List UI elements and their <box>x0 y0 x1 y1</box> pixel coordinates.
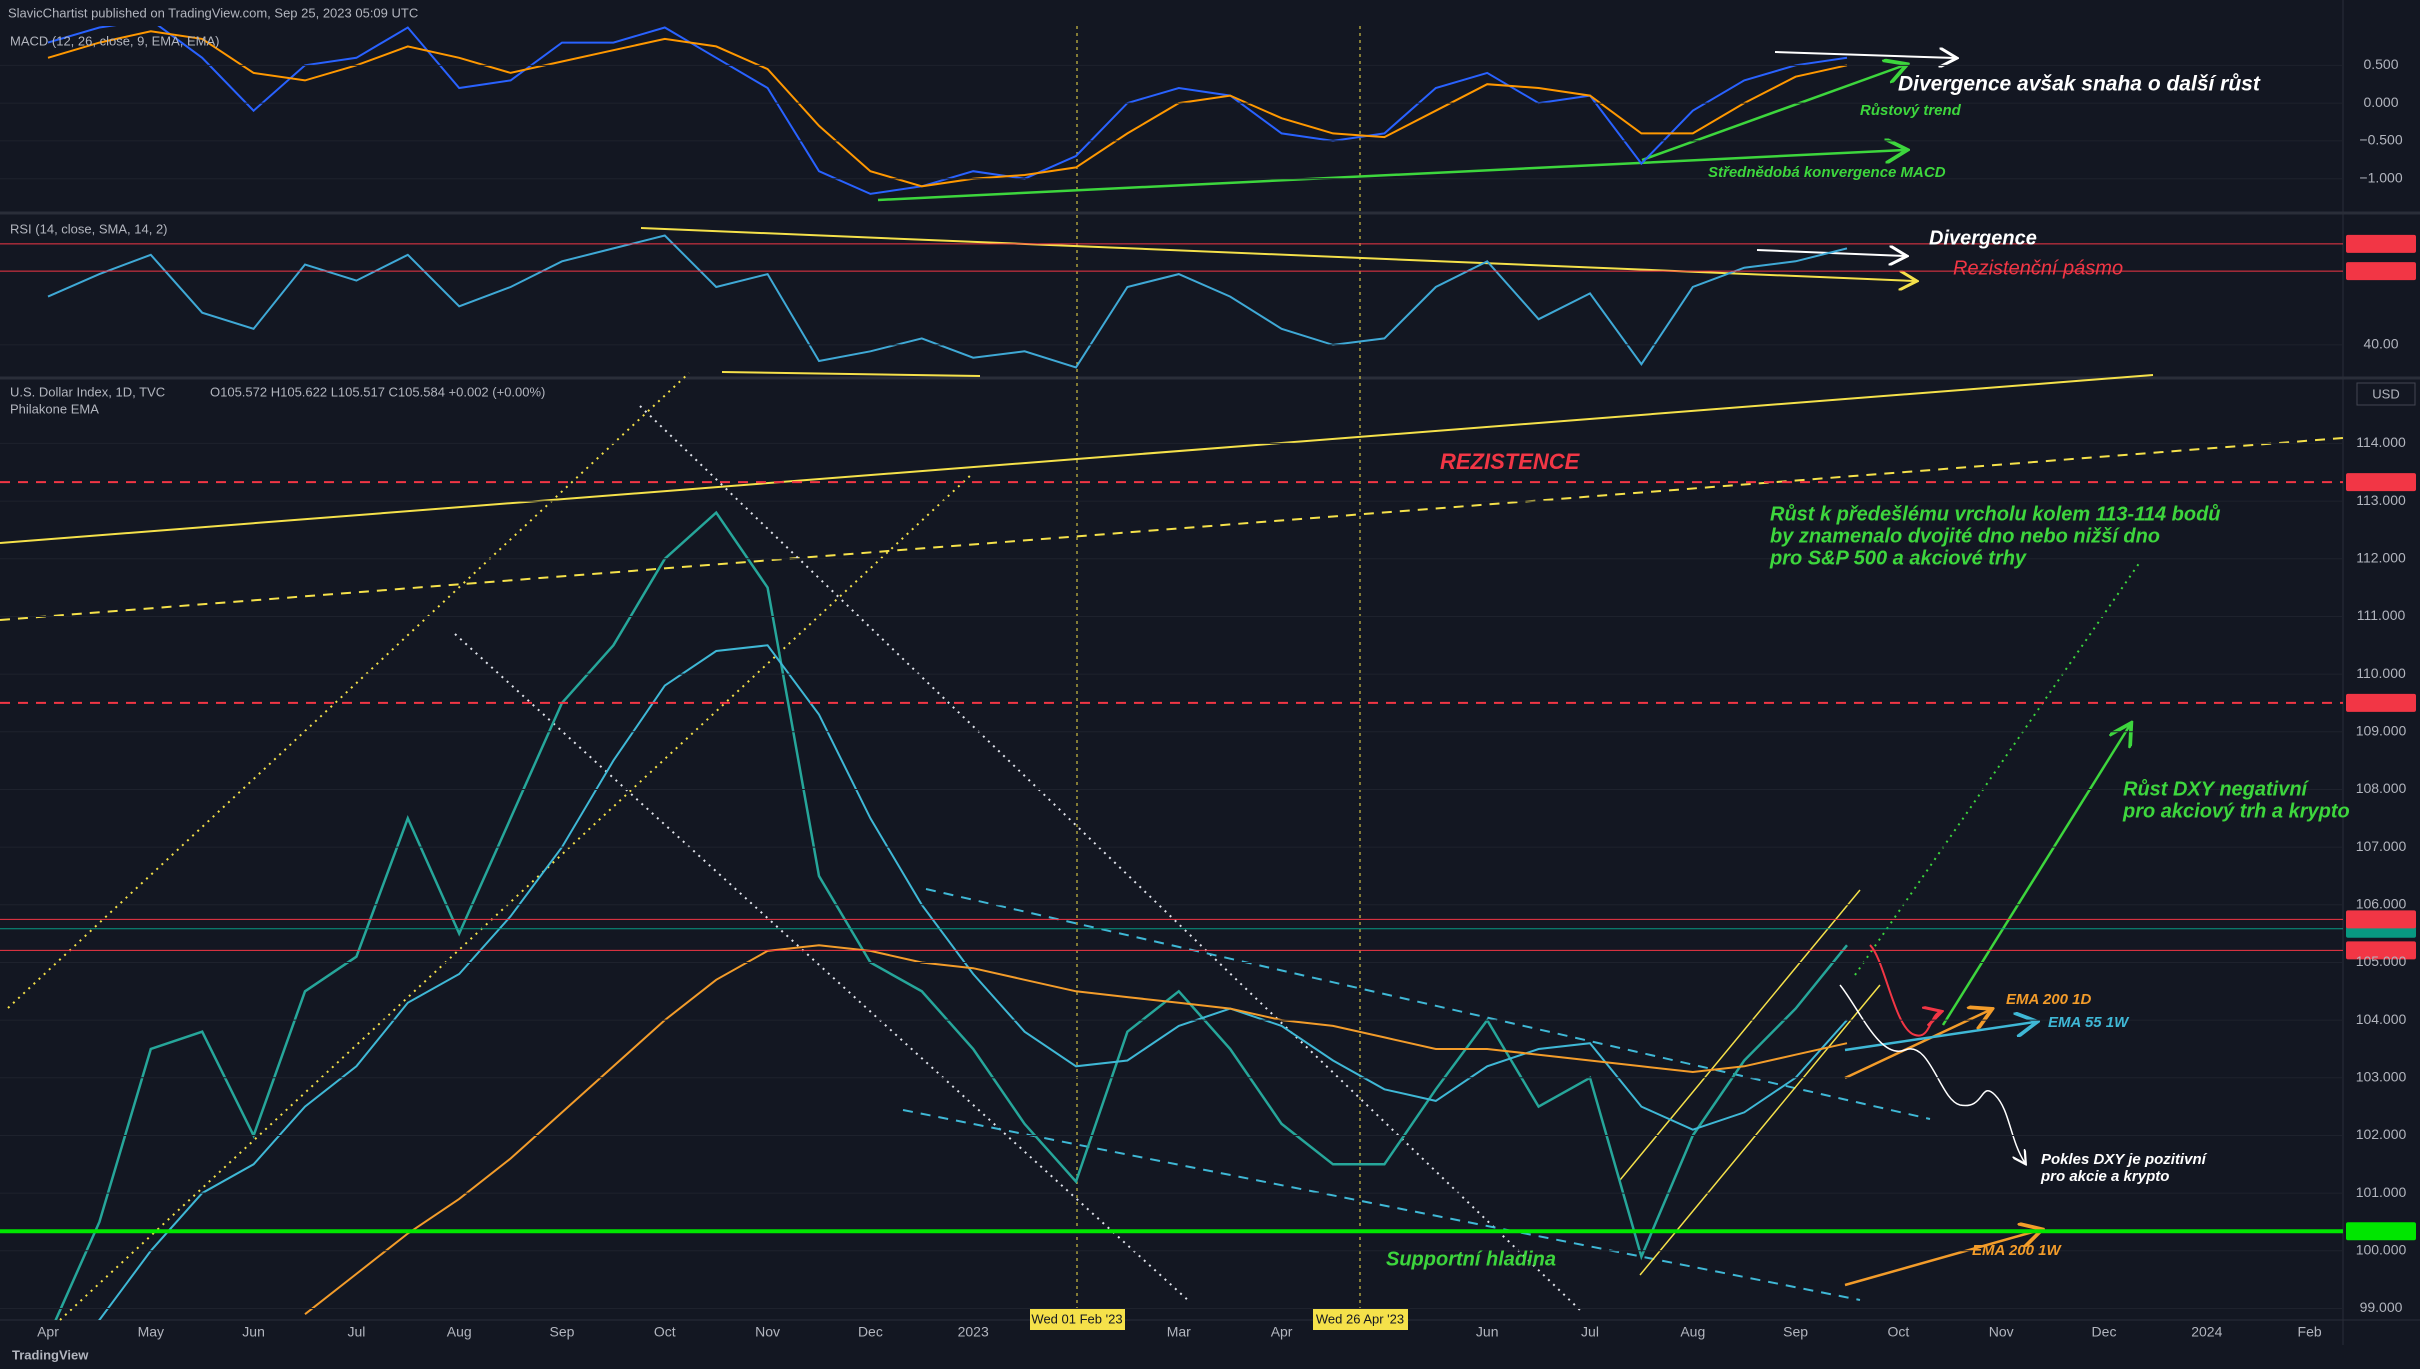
annotation: EMA 200 1W <box>1972 1242 2062 1259</box>
x-tick-label: Nov <box>1989 1324 2014 1340</box>
annotation: pro akcie a krypto <box>2040 1168 2169 1185</box>
x-tick-label: Dec <box>2092 1324 2117 1340</box>
x-tick-label: Sep <box>1783 1324 1808 1340</box>
y-tick-label: 114.000 <box>2356 434 2406 450</box>
annotation: pro S&P 500 a akciové trhy <box>1769 547 2027 569</box>
x-tick-label: Nov <box>755 1324 780 1340</box>
series-line <box>97 644 1848 1320</box>
annotation: Divergence avšak snaha o další růst <box>1898 73 2261 96</box>
x-tick-label: 2023 <box>958 1324 989 1340</box>
y-tick-label: −0.500 <box>2359 132 2402 148</box>
annotation: pro akciový trh a krypto <box>2122 800 2350 822</box>
level-box <box>2346 234 2416 253</box>
level-box <box>2346 1222 2416 1241</box>
annotation: Růst DXY negativní <box>2123 778 2310 800</box>
y-tick-label: 109.000 <box>2356 722 2407 738</box>
ohlc: O105.572 H105.622 L105.517 C105.584 +0.0… <box>210 384 545 399</box>
x-tick-label: Oct <box>654 1324 676 1340</box>
annotation: EMA 55 1W <box>2048 1014 2130 1031</box>
y-tick-label: −1.000 <box>2359 169 2402 185</box>
y-tick-label: 101.000 <box>2356 1184 2407 1200</box>
y-tick-label: 0.000 <box>2363 94 2398 110</box>
header: SlavicChartist published on TradingView.… <box>8 5 418 20</box>
macd-title: MACD (12, 26, close, 9, EMA, EMA) <box>10 33 220 48</box>
plot <box>47 234 1848 369</box>
x-tick-label: Sep <box>550 1324 575 1340</box>
x-tick-label: Apr <box>37 1324 59 1340</box>
level-box <box>2346 262 2416 281</box>
price-title: U.S. Dollar Index, 1D, TVC <box>10 384 165 399</box>
x-tick-label: Dec <box>858 1324 883 1340</box>
annotation: REZISTENCE <box>1440 449 1581 474</box>
x-tick-label: Aug <box>1680 1324 1705 1340</box>
x-tick-label: Apr <box>1271 1324 1293 1340</box>
annotations: Divergence avšak snaha o další růst Růst… <box>1386 73 2350 1271</box>
series-line <box>47 26 1848 195</box>
y-tick-label: 100.000 <box>2356 1242 2407 1258</box>
series-line <box>47 234 1848 369</box>
y-tick-label: 103.000 <box>2356 1068 2407 1084</box>
y-tick-label: 108.000 <box>2356 780 2407 796</box>
indicator: Philakone EMA <box>10 401 99 416</box>
rsi-title: RSI (14, close, SMA, 14, 2) <box>10 221 168 236</box>
annotation: Pokles DXY je pozitivní <box>2041 1151 2208 1168</box>
x-tick-label: Jul <box>1581 1324 1599 1340</box>
currency: USD <box>2372 386 2399 401</box>
x-tick-label: Mar <box>1167 1324 1191 1340</box>
level-box <box>2346 473 2416 492</box>
level-box <box>2346 941 2416 960</box>
y-tick-label: 0.500 <box>2363 56 2398 72</box>
annotation: Divergence <box>1929 227 2037 249</box>
series-line <box>54 510 1848 1320</box>
y-tick-label: 111.000 <box>2357 607 2406 623</box>
x-tick-label: Oct <box>1888 1324 1910 1340</box>
x-tick-label: Jun <box>1476 1324 1499 1340</box>
y-tick-label: 106.000 <box>2356 895 2407 911</box>
plot <box>47 26 1848 195</box>
date-label: Wed 26 Apr '23 <box>1316 1311 1404 1326</box>
annotation: Růst k předešlému vrcholu kolem 113-114 … <box>1770 503 2221 525</box>
date-label: Wed 01 Feb '23 <box>1031 1311 1122 1326</box>
footer: TradingView <box>12 1347 89 1362</box>
annotation: by znamenalo dvojité dno nebo nižší dno <box>1770 525 2160 547</box>
plot <box>54 510 1848 1320</box>
y-tick-label: 99.000 <box>2360 1299 2403 1315</box>
x-tick-label: May <box>138 1324 164 1340</box>
x-tick-label: Jul <box>347 1324 365 1340</box>
y-tick-label: 40.00 <box>2363 336 2398 352</box>
annotation: Rezistenční pásmo <box>1953 257 2123 279</box>
y-tick-label: 112.000 <box>2356 549 2406 565</box>
y-tick-label: 107.000 <box>2356 838 2407 854</box>
x-tick-label: Jun <box>242 1324 265 1340</box>
annotation: Růstový trend <box>1860 102 1962 119</box>
y-tick-label: 113.000 <box>2356 492 2406 508</box>
x-tick-label: Aug <box>447 1324 472 1340</box>
x-tick-label: Feb <box>2298 1324 2322 1340</box>
x-tick-label: 2024 <box>2191 1324 2222 1340</box>
level-box <box>2346 693 2416 712</box>
level-box <box>2346 910 2416 929</box>
y-tick-label: 110.000 <box>2356 665 2406 681</box>
annotation: Supportní hladina <box>1386 1248 1556 1270</box>
y-tick-label: 104.000 <box>2356 1011 2407 1027</box>
y-tick-label: 105.000 <box>2356 953 2407 969</box>
series-line <box>47 30 1848 188</box>
annotation: EMA 200 1D <box>2006 991 2091 1008</box>
y-tick-label: 102.000 <box>2356 1126 2407 1142</box>
annotation: Střednědobá konvergence MACD <box>1708 164 1946 181</box>
series-line <box>304 944 1848 1315</box>
